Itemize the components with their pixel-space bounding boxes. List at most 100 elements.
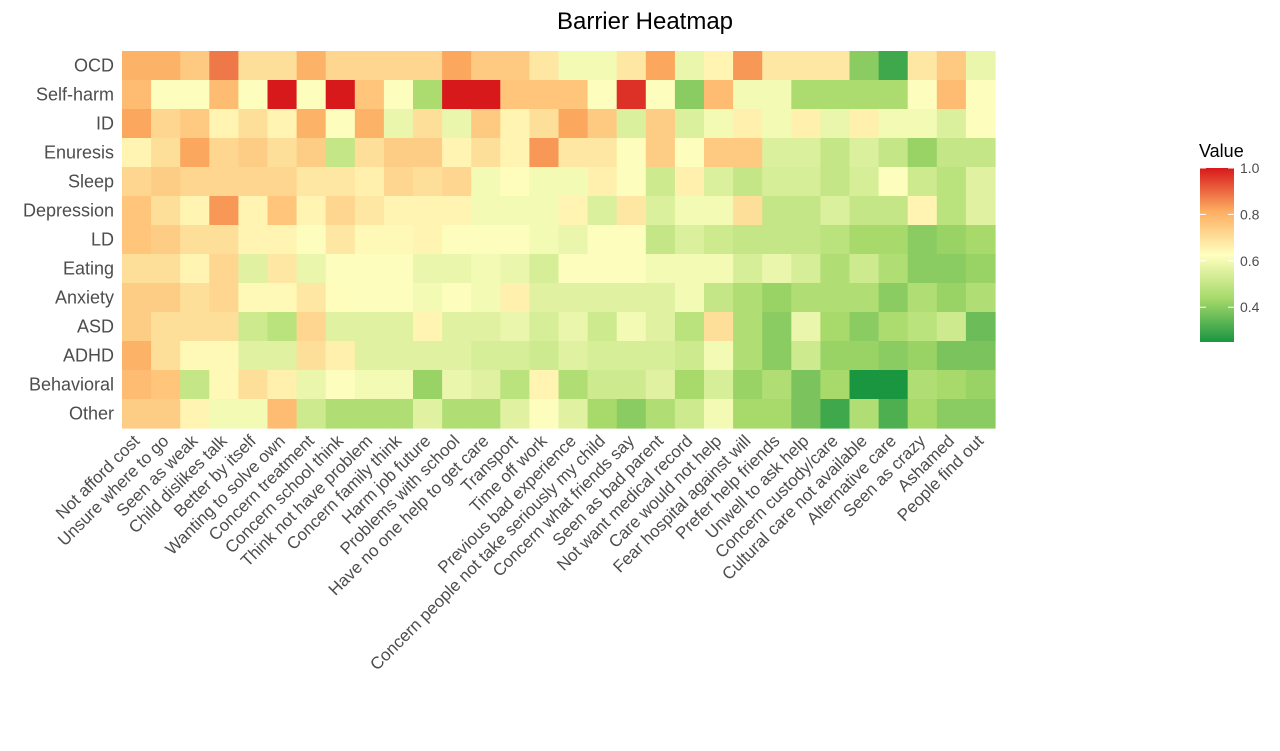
heatmap-cell (936, 312, 967, 342)
heatmap-cell (558, 312, 589, 342)
heatmap-cell (674, 138, 705, 168)
heatmap-cell (645, 109, 676, 139)
heatmap-cell (325, 138, 356, 168)
heatmap-cell (354, 312, 385, 342)
heatmap-cell (383, 254, 414, 284)
heatmap-cell (383, 283, 414, 313)
heatmap-cell (413, 109, 443, 139)
heatmap-cell (965, 167, 996, 197)
heatmap-cell (878, 196, 909, 226)
heatmap-cell (733, 254, 763, 284)
heatmap-cell (936, 341, 967, 371)
heatmap-cell (413, 167, 443, 197)
heatmap-cell (354, 138, 385, 168)
legend-title: Value (1199, 141, 1244, 161)
heatmap-cell (762, 225, 792, 255)
heatmap-cell (471, 80, 501, 110)
heatmap-cell (383, 109, 414, 139)
heatmap-cell (849, 109, 880, 139)
chart-title: Barrier Heatmap (556, 8, 734, 35)
heatmap-cell (354, 196, 385, 226)
heatmap-cell (616, 341, 647, 371)
heatmap-cells (122, 51, 996, 429)
heatmap-cell (965, 283, 996, 313)
heatmap-cell (558, 138, 589, 168)
heatmap-cell (791, 399, 821, 429)
heatmap-cell (500, 370, 530, 400)
heatmap-cell (849, 167, 880, 197)
heatmap-cell (791, 225, 821, 255)
heatmap-cell (791, 167, 821, 197)
heatmap-cell (762, 80, 792, 110)
heatmap-cell (296, 109, 327, 139)
heatmap-cell (907, 399, 938, 429)
heatmap-cell (587, 341, 618, 371)
heatmap-cell (907, 254, 938, 284)
heatmap-cell (267, 109, 298, 139)
heatmap-cell (296, 254, 327, 284)
heatmap-cell (325, 109, 356, 139)
heatmap-cell (471, 341, 501, 371)
heatmap-cell (383, 312, 414, 342)
heatmap-cell (471, 51, 501, 81)
heatmap-cell (151, 80, 181, 110)
heatmap-cell (325, 283, 356, 313)
heatmap-cell (674, 225, 705, 255)
heatmap-cell (529, 370, 560, 400)
heatmap-cell (907, 51, 938, 81)
heatmap-cell (529, 80, 560, 110)
heatmap-cell (616, 196, 647, 226)
heatmap-cell (267, 254, 298, 284)
heatmap-cell (791, 254, 821, 284)
heatmap-cell (878, 254, 909, 284)
heatmap-cell (500, 80, 530, 110)
heatmap-cell (500, 254, 530, 284)
heatmap-cell (354, 51, 385, 81)
heatmap-cell (558, 341, 589, 371)
heatmap-cell (122, 167, 152, 197)
heatmap-cell (267, 283, 298, 313)
heatmap-cell (442, 370, 472, 400)
heatmap-cell (674, 167, 705, 197)
heatmap-cell (762, 138, 792, 168)
y-tick-label: Eating (63, 259, 114, 279)
heatmap-cell (267, 399, 298, 429)
heatmap-cell (180, 167, 210, 197)
heatmap-cell (296, 138, 327, 168)
heatmap-cell (383, 225, 414, 255)
heatmap-cell (180, 225, 210, 255)
heatmap-cell (500, 225, 530, 255)
color-legend: Value 1.0 0.8 0.6 0.4 (1199, 141, 1260, 342)
heatmap-cell (122, 225, 152, 255)
heatmap-cell (500, 283, 530, 313)
heatmap-cell (645, 341, 676, 371)
heatmap-cell (151, 109, 181, 139)
legend-tick-label: 0.8 (1240, 206, 1260, 222)
heatmap-cell (674, 51, 705, 81)
heatmap-cell (820, 80, 851, 110)
heatmap-cell (238, 196, 269, 226)
heatmap-cell (849, 196, 880, 226)
heatmap-cell (151, 254, 181, 284)
heatmap-cell (965, 225, 996, 255)
heatmap-cell (529, 167, 560, 197)
heatmap-cell (209, 196, 239, 226)
y-tick-label: OCD (74, 56, 114, 76)
heatmap-cell (965, 254, 996, 284)
heatmap-cell (704, 80, 734, 110)
heatmap-cell (296, 399, 327, 429)
heatmap-cell (936, 80, 967, 110)
heatmap-cell (587, 370, 618, 400)
legend-ticks: 1.0 0.8 0.6 0.4 (1200, 160, 1260, 315)
heatmap-cell (674, 196, 705, 226)
heatmap-cell (733, 167, 763, 197)
heatmap-cell (849, 370, 880, 400)
heatmap-cell (209, 283, 239, 313)
heatmap-cell (616, 370, 647, 400)
heatmap-cell (180, 341, 210, 371)
heatmap-cell (267, 51, 298, 81)
y-tick-label: Enuresis (44, 143, 114, 163)
heatmap-cell (849, 80, 880, 110)
heatmap-cell (209, 138, 239, 168)
